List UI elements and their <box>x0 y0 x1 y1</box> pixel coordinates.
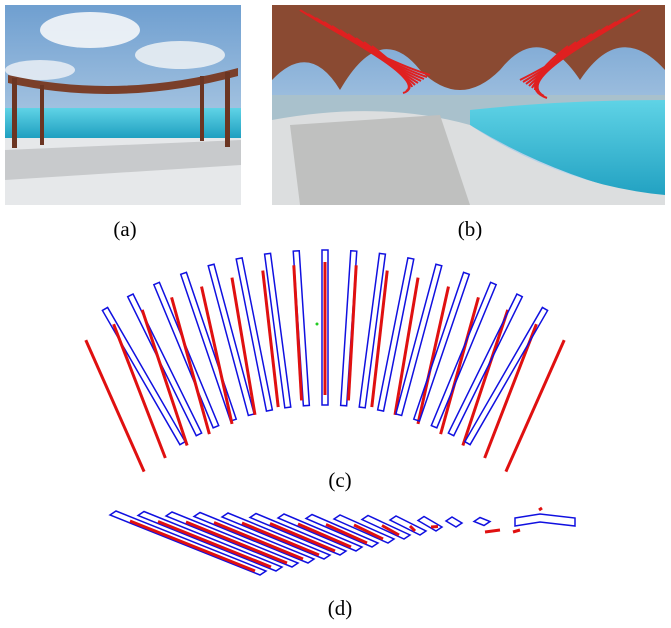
panel-b-image <box>272 5 665 205</box>
bar-outline <box>463 306 549 446</box>
caption: (a) <box>113 217 136 241</box>
bar-outline <box>472 516 492 527</box>
red-segment <box>213 521 304 561</box>
bar-outline <box>376 256 415 412</box>
red-segment <box>297 522 352 549</box>
caption: (b) <box>458 217 483 241</box>
caption: (d) <box>328 596 353 620</box>
panel-a-image <box>5 5 241 205</box>
bar-outline <box>416 515 444 532</box>
bar-outline <box>394 263 443 417</box>
red-segment <box>346 265 358 401</box>
line-curve <box>534 45 569 99</box>
panel-c-plot <box>84 249 566 473</box>
red-segment <box>370 270 389 408</box>
red-segment <box>416 286 450 425</box>
bar-outline <box>447 293 524 437</box>
bar-outline <box>321 249 329 406</box>
bar-outline <box>136 510 284 572</box>
bar-outline <box>235 256 274 412</box>
red-segment <box>381 524 400 537</box>
red-segment <box>461 309 510 446</box>
red-segment <box>538 506 543 512</box>
line-curve <box>371 45 411 94</box>
bar-outline <box>514 513 576 527</box>
bar-outline <box>248 512 348 556</box>
red-segment <box>439 296 480 435</box>
bar-outline <box>276 513 364 552</box>
red-segment <box>504 339 566 473</box>
bar-outline <box>304 513 380 548</box>
red-segment <box>483 323 538 459</box>
red-segment <box>185 520 288 565</box>
red-segment <box>408 524 417 533</box>
bar-outline <box>358 252 387 409</box>
bar-outline <box>430 281 498 429</box>
red-segment <box>325 523 368 545</box>
caption: (c) <box>328 468 351 492</box>
red-segment <box>269 522 336 553</box>
bar-outline <box>220 512 332 560</box>
red-segment <box>157 520 272 569</box>
red-segment <box>84 339 146 473</box>
red-segment <box>292 265 304 401</box>
bar-outline <box>360 514 412 540</box>
bar-outline <box>412 271 471 423</box>
red-segment <box>129 519 256 573</box>
red-segment <box>112 323 167 459</box>
red-segment <box>140 309 189 446</box>
bar-outline <box>263 252 292 409</box>
red-segment <box>170 296 211 435</box>
red-segment <box>261 270 280 408</box>
red-segment <box>230 277 257 416</box>
bar-outline <box>192 511 316 564</box>
bar-outline <box>332 514 396 544</box>
bar-outline <box>126 293 203 437</box>
red-segment <box>484 528 501 534</box>
bar-outline <box>179 271 238 423</box>
red-segment <box>200 286 234 425</box>
red-segment <box>241 521 320 557</box>
red-segment <box>353 523 384 541</box>
red-segment <box>393 277 420 416</box>
bar-outline <box>339 249 358 407</box>
bar-outline <box>164 511 300 568</box>
panel-d-plot <box>108 506 576 576</box>
red-segment <box>512 528 521 534</box>
bar-outline <box>444 516 464 528</box>
red-segment <box>430 525 439 529</box>
bar-outline <box>108 510 268 576</box>
bar-outline <box>388 515 428 536</box>
